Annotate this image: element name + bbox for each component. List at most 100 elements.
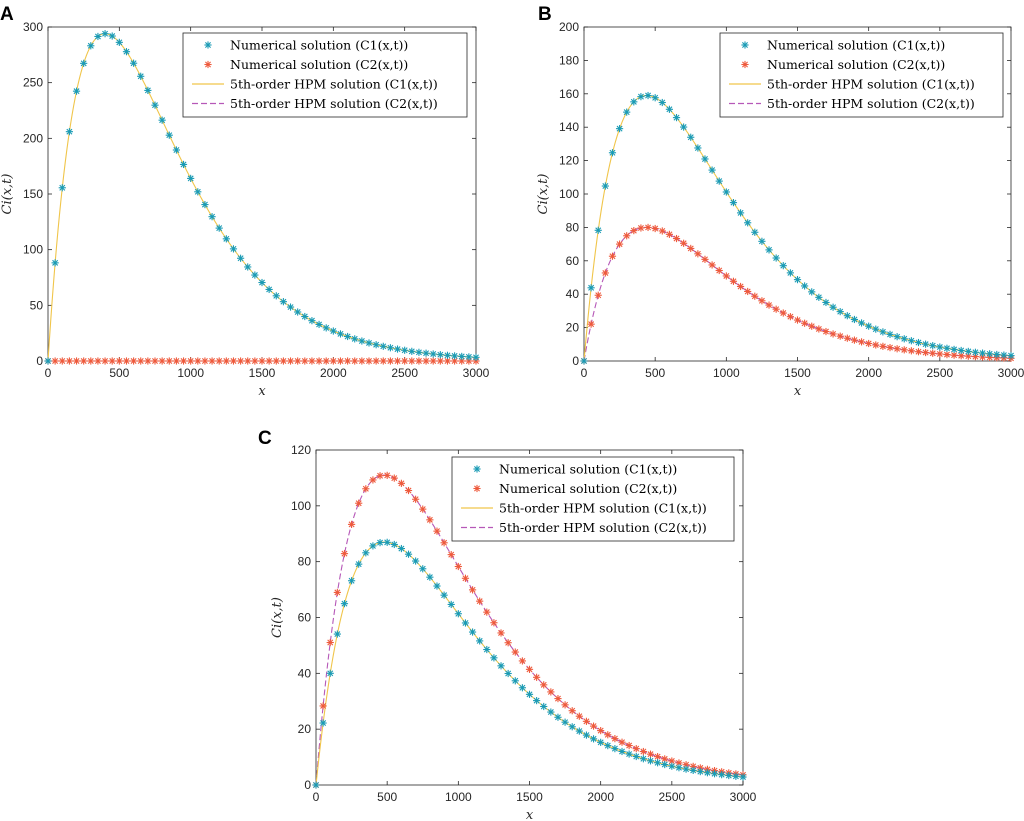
marker-c2 [764, 300, 774, 310]
marker-c2 [693, 249, 703, 258]
marker-c1 [404, 550, 413, 559]
marker-c1 [65, 127, 74, 136]
marker-c2 [643, 223, 653, 232]
marker-c1 [93, 32, 103, 41]
marker-c1 [665, 105, 674, 114]
marker-c2 [636, 223, 646, 233]
marker-c1 [793, 275, 802, 284]
marker-c2 [72, 356, 81, 366]
marker-c1 [482, 645, 491, 654]
marker-c2 [340, 549, 349, 558]
marker-c2 [525, 665, 534, 674]
x-tick-label: 1500 [249, 366, 276, 380]
marker-c2 [857, 337, 866, 347]
marker-c1 [336, 329, 345, 339]
marker-c1 [971, 348, 980, 357]
x-axis-label: x [526, 808, 534, 821]
marker-c1 [750, 228, 759, 237]
marker-c1 [707, 165, 717, 175]
legend-box [451, 456, 735, 542]
marker-c2 [779, 308, 788, 318]
y-tick-label: 300 [23, 20, 43, 34]
marker-c1 [207, 212, 217, 221]
marker-c1 [703, 768, 712, 777]
legend-box [182, 32, 468, 118]
marker-c2 [624, 741, 634, 750]
marker-c2 [750, 292, 759, 301]
marker-c1 [651, 93, 660, 102]
marker-c1 [411, 556, 420, 566]
marker-c1 [471, 353, 481, 362]
marker-c2 [243, 356, 252, 366]
legend: Numerical solution (C1(x,t)) Numerical so… [182, 32, 468, 118]
marker-c2 [707, 260, 717, 270]
marker-c1 [264, 285, 274, 294]
marker-c1 [779, 261, 788, 270]
marker-c2 [632, 744, 641, 753]
marker-c2 [307, 356, 317, 366]
marker-c1 [786, 268, 795, 278]
marker-c1 [447, 600, 456, 609]
marker-c1 [200, 200, 210, 209]
y-tick-label: 50 [30, 298, 44, 312]
marker-c1 [122, 47, 131, 56]
marker-c1 [553, 713, 563, 722]
marker-c1 [503, 669, 513, 678]
marker-c1 [311, 780, 321, 790]
marker-c2 [79, 356, 88, 366]
marker-c1 [601, 181, 610, 191]
marker-c2 [553, 694, 563, 703]
marker-c2 [264, 356, 274, 366]
marker-c1 [885, 330, 895, 339]
marker-c2 [850, 335, 859, 345]
marker-c2 [293, 356, 302, 366]
marker-c1 [414, 348, 424, 357]
marker-c1 [850, 315, 859, 324]
marker-c1 [622, 107, 631, 117]
marker-c1 [800, 281, 809, 291]
marker-c2 [222, 356, 231, 366]
legend-entry: 5th-order HPM solution (C1(x,t)) [767, 77, 975, 92]
y-tick-label: 100 [291, 499, 311, 513]
marker-c1 [992, 350, 1001, 359]
marker-c1 [575, 726, 584, 736]
marker-c1 [560, 718, 570, 727]
x-tick-label: 500 [645, 366, 665, 380]
marker-c2 [914, 347, 923, 356]
marker-c2 [407, 356, 416, 366]
marker-c2 [447, 550, 456, 559]
marker-c1 [222, 234, 231, 243]
marker-c2-group [579, 223, 1016, 366]
marker-c1 [371, 340, 381, 349]
marker-c2 [610, 734, 620, 743]
marker-c1 [857, 318, 866, 328]
marker-c2 [468, 585, 477, 594]
y-tick-label: 250 [23, 76, 43, 90]
x-tick-label: 500 [377, 790, 397, 804]
marker-c1 [757, 237, 767, 246]
marker-c2 [58, 356, 67, 366]
marker-c1 [681, 764, 691, 774]
marker-c1 [632, 752, 641, 761]
marker-c2 [314, 356, 324, 366]
marker-c1 [418, 564, 427, 573]
legend-entry: Numerical solution (C1(x,t)) [767, 38, 945, 53]
x-tick-label: 1000 [177, 366, 204, 380]
marker-c2 [379, 356, 388, 366]
marker-c1 [393, 344, 402, 354]
marker-c1 [596, 738, 605, 747]
marker-c2 [772, 305, 781, 314]
y-axis-label: Ci(x,t) [0, 174, 15, 215]
marker-c1 [421, 349, 431, 358]
marker-c1 [693, 143, 703, 153]
marker-c1 [715, 176, 724, 186]
marker-c1 [731, 772, 741, 781]
marker-c2 [575, 712, 584, 721]
marker-c1 [186, 174, 195, 183]
marker-c1 [179, 160, 188, 169]
marker-c1 [307, 316, 317, 325]
legend-swatch-c2-numerical [203, 60, 213, 69]
marker-c2 [439, 538, 449, 547]
marker-c2 [686, 244, 695, 253]
marker-c1 [340, 599, 349, 608]
